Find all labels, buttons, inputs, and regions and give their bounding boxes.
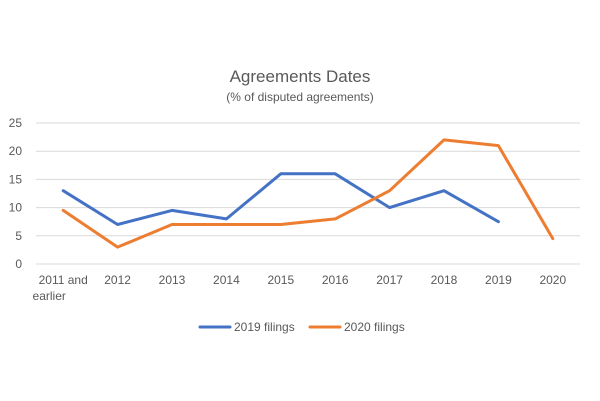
legend: 2019 filings 2020 filings — [198, 320, 405, 334]
x-tick-label: 2020 — [539, 273, 566, 287]
chart-subtitle: (% of disputed agreements) — [226, 90, 373, 104]
x-tick-label: 2012 — [104, 273, 131, 287]
x-tick-label: 2019 — [485, 273, 512, 287]
x-tick-label: 2015 — [267, 273, 294, 287]
x-tick-label: 2014 — [213, 273, 240, 287]
x-tick-label: 2013 — [159, 273, 186, 287]
y-tick-label: 15 — [9, 172, 23, 186]
y-tick-label: 20 — [9, 144, 23, 158]
x-tick-label: 2011 and earlier — [33, 273, 88, 303]
series-line-2 — [61, 138, 555, 249]
series-line-1 — [61, 172, 500, 226]
x-tick-label: 2016 — [322, 273, 349, 287]
x-axis-ticks: 2011 and earlier 2012 2013 2014 2015 2016 2017 2… — [33, 273, 567, 303]
y-tick-label: 5 — [15, 229, 22, 243]
chart-title: Agreements Dates — [230, 67, 371, 86]
gridlines — [36, 122, 580, 265]
x-tick-label: 2017 — [376, 273, 403, 287]
y-tick-label: 25 — [9, 116, 23, 130]
legend-label: 2019 filings — [234, 320, 295, 334]
y-tick-label: 0 — [15, 257, 22, 271]
legend-label: 2020 filings — [344, 320, 405, 334]
x-tick-label: 2018 — [431, 273, 458, 287]
series-lines — [61, 138, 555, 249]
y-axis-ticks: 0 5 10 15 20 25 — [9, 116, 23, 271]
y-tick-label: 10 — [9, 201, 23, 215]
